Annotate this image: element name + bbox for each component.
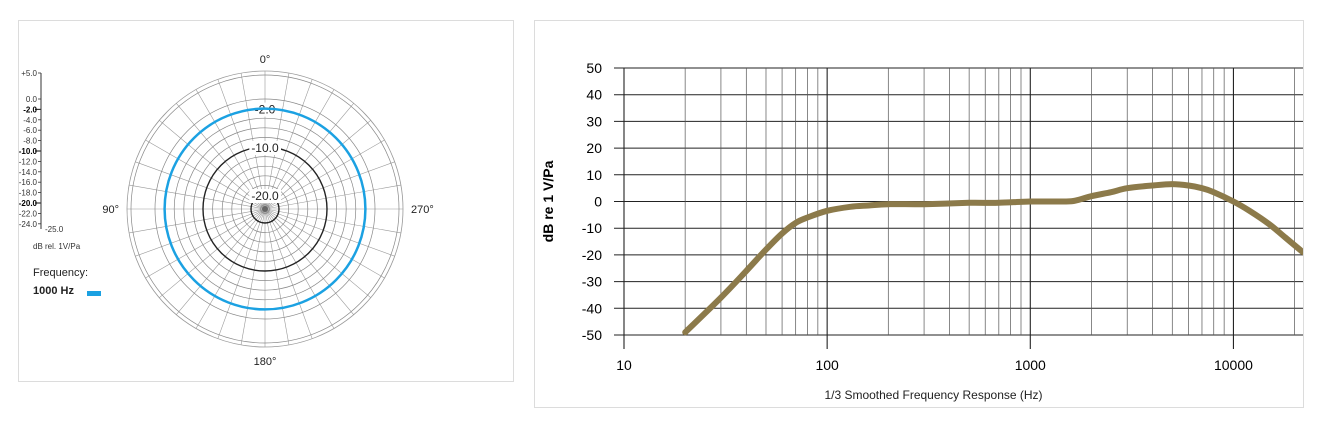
angle-label-270: 270°	[411, 204, 434, 216]
polar-ring	[260, 204, 270, 214]
y-tick-label: -30	[582, 274, 602, 290]
polar-ring	[231, 175, 299, 243]
scale-label: -16.0	[19, 178, 38, 187]
ring-label-minus-20: -20.0	[251, 189, 279, 203]
polar-ring	[183, 127, 347, 291]
polar-spoke	[145, 208, 266, 279]
polar-center	[262, 206, 268, 212]
db-scale-bar: +5.00.0-2.0-4.0-6.0-8.0-10.0-12.0-14.0-1…	[19, 69, 42, 229]
scale-label: -24.0	[19, 220, 38, 229]
legend-title: Frequency:	[33, 267, 88, 279]
polar-spoke	[135, 208, 266, 257]
polar-ring	[130, 74, 400, 344]
polar-pattern-curve-1000hz	[163, 107, 367, 311]
polar-spoke	[264, 208, 313, 339]
y-tick-label: 20	[586, 140, 602, 156]
polar-pattern-chart: +5.00.0-2.0-4.0-6.0-8.0-10.0-12.0-14.0-1…	[19, 54, 434, 368]
x-tick-label: 10	[616, 357, 632, 373]
polar-spoke	[264, 120, 371, 210]
polar-ring	[193, 137, 337, 281]
scale-label: +5.0	[21, 69, 37, 78]
polar-spoke	[264, 161, 395, 210]
polar-spoke	[217, 208, 266, 339]
y-tick-label: 50	[586, 60, 602, 76]
scale-label: -6.0	[23, 126, 37, 135]
polar-spoke	[195, 208, 266, 329]
y-tick-label: 40	[586, 87, 602, 103]
scale-label: -10.0	[19, 147, 38, 156]
polar-spoke	[264, 79, 313, 210]
scale-label: -12.0	[19, 157, 38, 166]
y-tick-labels: 50 40 30 20 10 0 -10 -20 -30 -40 -50	[582, 60, 602, 343]
polar-spoke	[159, 120, 266, 210]
scale-label: -22.0	[19, 209, 38, 218]
polar-ring	[221, 165, 309, 253]
polar-spoke	[264, 208, 395, 257]
scale-bottom-label: -25.0	[45, 225, 64, 234]
polar-spoke	[264, 208, 290, 345]
polar-pattern-panel: +5.0 0.0 -2.0 -4.0 -6.0 -8.0 -10.0 -12.0 -14.0 -1…	[18, 20, 514, 382]
polar-spoke	[129, 208, 266, 234]
polar-spoke	[217, 79, 266, 210]
polar-ring	[173, 117, 357, 301]
scale-label: -4.0	[23, 116, 37, 125]
frequency-response-curve	[682, 181, 1303, 336]
angle-label-0: 0°	[260, 54, 271, 66]
polar-spoke	[264, 208, 385, 279]
y-tick-label: -50	[582, 327, 602, 343]
x-tick-label: 1000	[1015, 357, 1046, 373]
scale-unit-label: dB rel. 1V/Pa	[33, 242, 81, 251]
ring-label-bg	[249, 141, 281, 155]
polar-spoke	[264, 208, 371, 298]
x-tick-labels: 10 100 1000 10000	[616, 357, 1253, 373]
frequency-response-panel: 50 40 30 20 10 0 -10 -20 -30 -40 -50 10 100 1000 1000…	[534, 20, 1304, 408]
scale-label: -20.0	[19, 199, 38, 208]
angle-label-90: 90°	[102, 204, 119, 216]
polar-spoke	[129, 184, 266, 210]
polar-ring	[212, 156, 318, 262]
polar-spoke	[264, 184, 401, 210]
y-tick-label: 30	[586, 113, 602, 129]
y-axis-title: dB re 1 V/Pa	[540, 160, 556, 242]
polar-spoke	[264, 208, 401, 234]
y-tick-label: 0	[594, 194, 602, 210]
ring-label-bg	[249, 189, 281, 203]
scale-label: -2.0	[23, 105, 37, 114]
polar-spoke	[264, 208, 335, 329]
y-tick-label: -20	[582, 247, 602, 263]
y-tick-label: -40	[582, 300, 602, 316]
polar-ring	[241, 185, 289, 233]
x-axis-title: 1/3 Smoothed Frequency Response (Hz)	[824, 388, 1042, 402]
polar-spoke	[176, 208, 266, 315]
legend-item-label: 1000 Hz	[33, 285, 74, 297]
polar-spoke	[240, 208, 266, 345]
polar-spoke	[159, 208, 266, 298]
polar-spoke	[264, 208, 354, 315]
scale-label: -8.0	[23, 137, 37, 146]
frequency-grid	[614, 67, 1303, 349]
angle-label-180: 180°	[254, 356, 277, 368]
x-tick-label: 100	[815, 357, 839, 373]
ring-label-minus-10: -10.0	[251, 141, 279, 155]
legend-swatch	[87, 291, 101, 296]
polar-spoke	[135, 161, 266, 210]
polar-spoke	[145, 139, 266, 210]
y-tick-label: -10	[582, 220, 602, 236]
x-tick-label: 10000	[1214, 357, 1253, 373]
polar-ring	[154, 98, 376, 320]
scale-label: 0.0	[26, 95, 38, 104]
scale-label: -14.0	[19, 168, 38, 177]
y-tick-label: 10	[586, 167, 602, 183]
polar-spoke	[264, 139, 385, 210]
scale-label: -18.0	[19, 189, 38, 198]
